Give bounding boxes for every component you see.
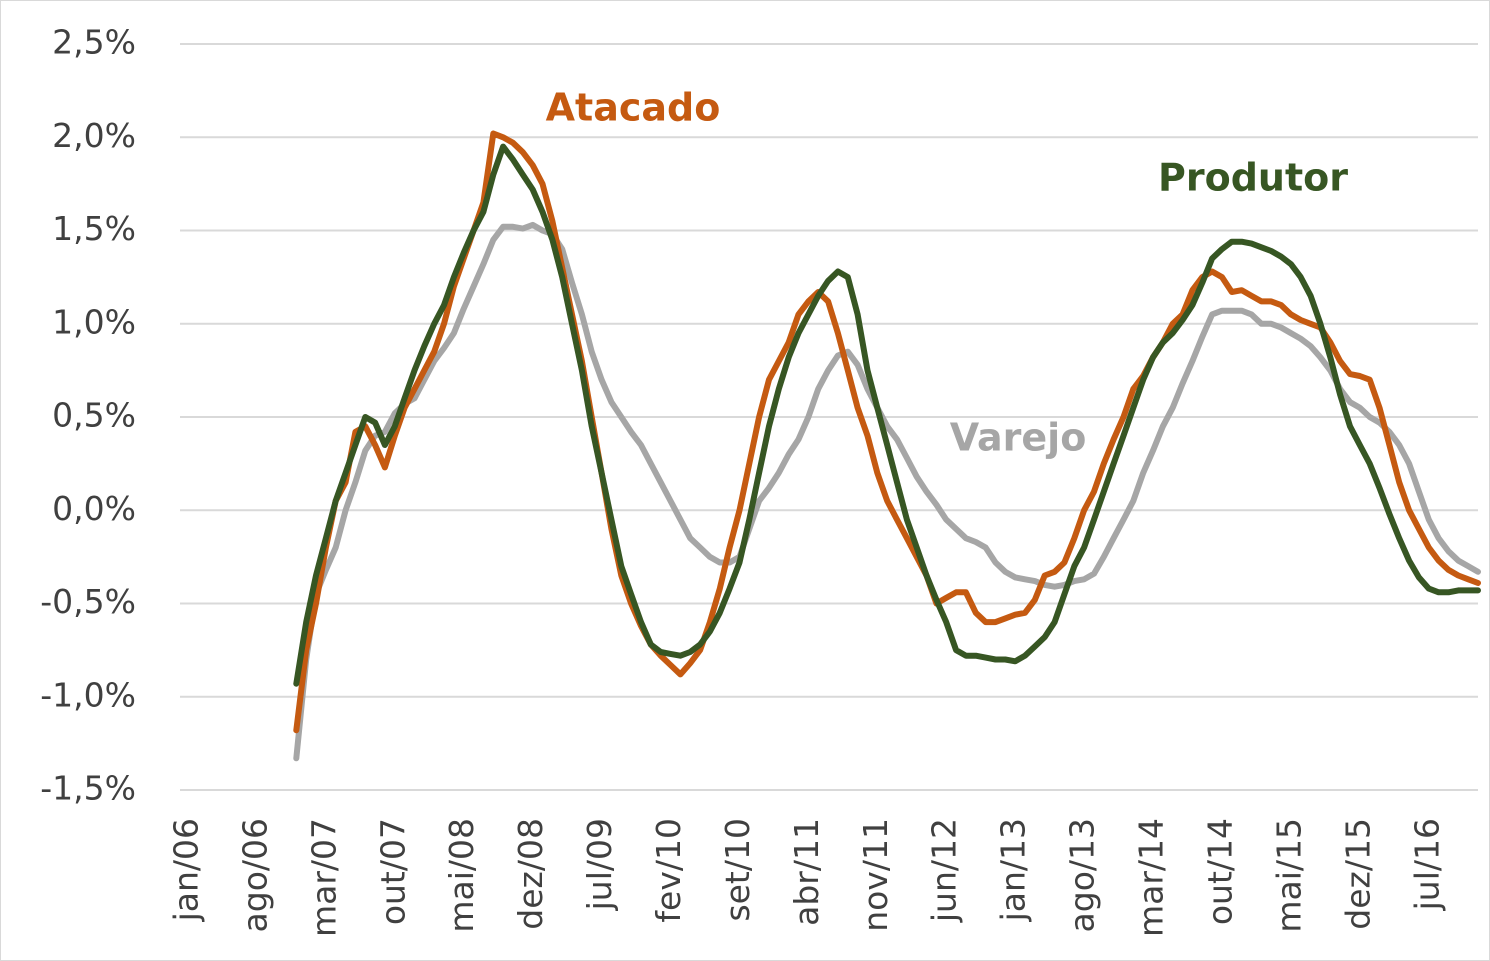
y-tick-label: -1,5% bbox=[40, 769, 136, 808]
y-tick-label: 2,0% bbox=[52, 116, 136, 155]
x-tick-label: mar/07 bbox=[304, 818, 343, 937]
x-tick-label: out/07 bbox=[373, 818, 412, 925]
x-tick-label: set/10 bbox=[718, 818, 757, 922]
y-tick-label: 2,5% bbox=[52, 23, 136, 62]
series-label: Varejo bbox=[950, 416, 1087, 460]
x-tick-label: ago/13 bbox=[1063, 818, 1102, 932]
series-label: Produtor bbox=[1158, 156, 1348, 200]
series-line bbox=[293, 221, 1481, 762]
x-tick-label: ago/06 bbox=[235, 818, 274, 932]
series-line bbox=[293, 143, 1481, 687]
y-tick-label: 1,5% bbox=[52, 209, 136, 248]
x-tick-label: jan/13 bbox=[994, 818, 1033, 922]
x-tick-label: mai/15 bbox=[1269, 818, 1308, 933]
x-tick-label: mar/14 bbox=[1132, 818, 1171, 937]
x-tick-label: nov/11 bbox=[856, 818, 895, 932]
y-tick-label: -1,0% bbox=[40, 675, 136, 714]
x-tick-label: dez/15 bbox=[1338, 818, 1377, 930]
x-tick-label: abr/11 bbox=[787, 818, 826, 926]
y-tick-label: -0,5% bbox=[40, 582, 136, 621]
x-tick-label: jun/12 bbox=[925, 818, 964, 923]
series-label: Atacado bbox=[546, 86, 721, 130]
x-tick-label: jul/09 bbox=[580, 818, 619, 911]
x-tick-label: out/14 bbox=[1200, 818, 1239, 925]
x-tick-label: mai/08 bbox=[442, 818, 481, 933]
x-tick-label: jan/06 bbox=[167, 818, 206, 922]
y-tick-label: 0,5% bbox=[52, 396, 136, 435]
y-tick-label: 1,0% bbox=[52, 302, 136, 341]
x-tick-label: dez/08 bbox=[511, 818, 550, 930]
y-tick-label: 0,0% bbox=[52, 489, 136, 528]
x-tick-label: fev/10 bbox=[649, 818, 688, 923]
series-line bbox=[293, 130, 1481, 734]
x-tick-label: jul/16 bbox=[1407, 818, 1446, 911]
